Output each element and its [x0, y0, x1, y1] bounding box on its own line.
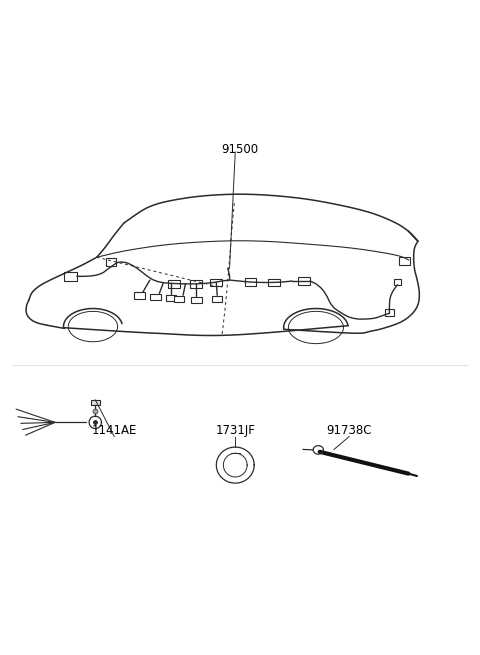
Bar	[150, 294, 161, 301]
Bar	[191, 297, 202, 303]
Bar	[174, 295, 184, 303]
Bar	[91, 400, 100, 405]
Text: 91738C: 91738C	[326, 424, 372, 437]
Bar	[244, 278, 256, 286]
Bar	[106, 258, 116, 266]
Bar	[399, 257, 410, 265]
Bar	[394, 278, 401, 286]
Bar	[63, 272, 77, 280]
Text: 1141AE: 1141AE	[92, 424, 137, 437]
Bar	[134, 292, 144, 299]
Bar	[210, 278, 222, 286]
Bar	[268, 278, 280, 286]
Bar	[298, 277, 310, 285]
Bar	[166, 295, 177, 301]
Bar	[212, 295, 222, 303]
Text: 1731JF: 1731JF	[216, 424, 255, 437]
Bar	[168, 280, 180, 288]
Bar	[191, 280, 202, 288]
Bar	[384, 309, 394, 316]
Text: 91500: 91500	[221, 143, 259, 156]
